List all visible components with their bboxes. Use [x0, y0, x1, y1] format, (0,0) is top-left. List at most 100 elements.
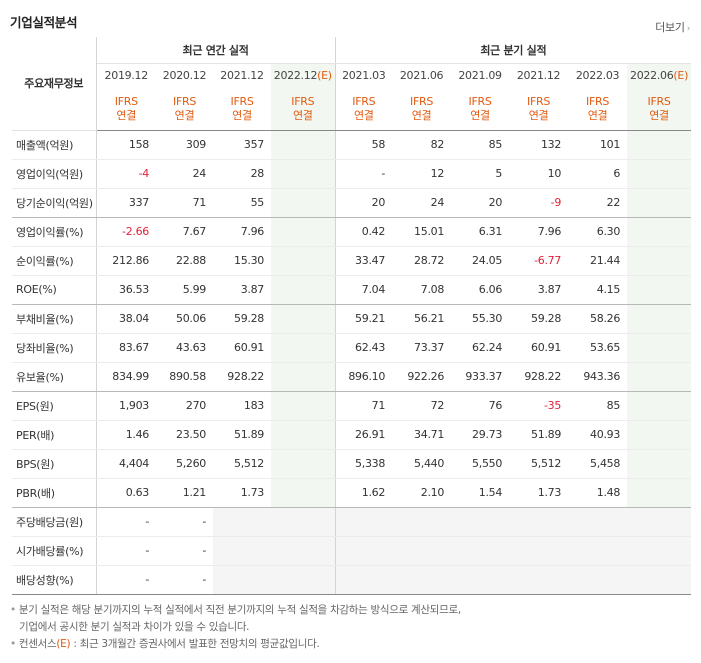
- table-cell: 1.46: [96, 420, 156, 450]
- table-cell: 59.21: [335, 304, 393, 334]
- table-cell: 72: [392, 391, 452, 421]
- table-cell: [627, 478, 692, 508]
- row-label: EPS(원): [12, 391, 97, 421]
- period-header: 2022.03: [575, 69, 620, 83]
- table-cell: 28.72: [392, 246, 452, 276]
- table-cell: 5.99: [156, 275, 213, 305]
- table-cell: -9: [509, 188, 569, 218]
- table-cell: 5,458: [568, 449, 628, 479]
- row-label: 순이익률(%): [12, 246, 97, 276]
- table-cell: 5,512: [509, 449, 569, 479]
- bullet-icon: •: [10, 638, 16, 650]
- row-label: BPS(원): [12, 449, 97, 479]
- table-cell: 7.96: [509, 217, 569, 247]
- row-label: PER(배): [12, 420, 97, 450]
- table-cell: 183: [213, 391, 271, 421]
- table-cell: 7.08: [392, 275, 452, 305]
- table-cell: 6.31: [451, 217, 510, 247]
- accounting-standard: IFRS 연결: [335, 88, 393, 131]
- table-cell: [627, 217, 692, 247]
- period-header: 2021.09: [458, 69, 502, 83]
- table-cell: -: [156, 507, 213, 537]
- table-cell: [213, 565, 271, 595]
- table-cell: 5,338: [335, 449, 393, 479]
- table-cell: 56.21: [392, 304, 452, 334]
- table-cell: 3.87: [509, 275, 569, 305]
- table-cell: [627, 304, 692, 334]
- table-row: 주당배당금(원) - -: [12, 507, 692, 537]
- more-link[interactable]: 더보기 ›: [655, 19, 690, 35]
- table-cell: [335, 536, 393, 566]
- table-row: PBR(배) 0.63 1.21 1.73 1.62 2.10 1.54 1.73 1.48: [12, 478, 692, 508]
- row-head-label: 주요재무정보: [12, 37, 97, 131]
- table-cell: [271, 362, 336, 392]
- period-header: 2021.06: [399, 69, 444, 83]
- table-cell: 34.71: [392, 420, 452, 450]
- table-cell: 38.04: [96, 304, 156, 334]
- table-cell: -: [96, 507, 156, 537]
- row-label: 영업이익률(%): [12, 217, 97, 247]
- accounting-standard: IFRS 연결: [509, 88, 569, 131]
- period-header: 2020.12: [162, 69, 207, 83]
- table-cell: 60.91: [509, 333, 569, 363]
- accounting-standard: IFRS 연결: [96, 88, 156, 131]
- table-cell: [627, 565, 692, 595]
- section-title: 기업실적분석: [10, 15, 78, 30]
- period-header: 2021.03: [342, 69, 386, 83]
- table-cell: 22.88: [156, 246, 213, 276]
- table-cell: 85: [568, 391, 628, 421]
- table-cell: 928.22: [509, 362, 569, 392]
- table-cell: 6: [568, 159, 628, 189]
- bullet-icon: •: [10, 604, 16, 616]
- table-cell: [392, 565, 452, 595]
- table-cell: 337: [96, 188, 156, 218]
- table-cell: -4: [96, 159, 156, 189]
- table-cell: [392, 536, 452, 566]
- table-cell: -: [335, 159, 393, 189]
- table-cell: -35: [509, 391, 569, 421]
- footnote-quarterly: • 분기 실적은 해당 분기까지의 누적 실적에서 직전 분기까지의 누적 실적을…: [10, 604, 461, 616]
- table-cell: 28: [213, 159, 271, 189]
- table-cell: [509, 565, 569, 595]
- table-row: 당기순이익(억원) 337 71 55 20 24 20 -9 22: [12, 188, 692, 218]
- table-row: 순이익률(%) 212.86 22.88 15.30 33.47 28.72 24.05 -6…: [12, 246, 692, 276]
- table-cell: 1.73: [509, 478, 569, 508]
- table-cell: 890.58: [156, 362, 213, 392]
- table-cell: [627, 536, 692, 566]
- table-row: EPS(원) 1,903 270 183 71 72 76 -35 85: [12, 391, 692, 421]
- table-cell: [627, 507, 692, 537]
- table-cell: 50.06: [156, 304, 213, 334]
- accounting-standard: IFRS 연결: [392, 88, 452, 131]
- table-cell: [451, 536, 510, 566]
- table-cell: [627, 159, 692, 189]
- table-cell: 357: [213, 130, 271, 160]
- row-label: ROE(%): [12, 275, 97, 305]
- table-cell: 132: [509, 130, 569, 160]
- table-cell: [627, 130, 692, 160]
- table-cell: 82: [392, 130, 452, 160]
- table-cell: 4,404: [96, 449, 156, 479]
- table-cell: -: [156, 565, 213, 595]
- accounting-standard: IFRS 연결: [568, 88, 628, 131]
- table-cell: [509, 507, 569, 537]
- table-cell: [627, 246, 692, 276]
- row-label: 주당배당금(원): [12, 507, 97, 537]
- table-row: 당좌비율(%) 83.67 43.63 60.91 62.43 73.37 62.24 60.…: [12, 333, 692, 363]
- table-cell: 5,550: [451, 449, 510, 479]
- row-label: 당기순이익(억원): [12, 188, 97, 218]
- table-cell: 309: [156, 130, 213, 160]
- table-cell: 928.22: [213, 362, 271, 392]
- table-cell: 71: [335, 391, 393, 421]
- table-cell: 834.99: [96, 362, 156, 392]
- table-cell: [451, 507, 510, 537]
- table-cell: 15.30: [213, 246, 271, 276]
- table-cell: 1.73: [213, 478, 271, 508]
- table-cell: -6.77: [509, 246, 569, 276]
- table-cell: [271, 130, 336, 160]
- table-cell: 51.89: [213, 420, 271, 450]
- table-cell: 73.37: [392, 333, 452, 363]
- row-label: 당좌비율(%): [12, 333, 97, 363]
- table-cell: 24.05: [451, 246, 510, 276]
- table-cell: 6.30: [568, 217, 628, 247]
- table-cell: [627, 275, 692, 305]
